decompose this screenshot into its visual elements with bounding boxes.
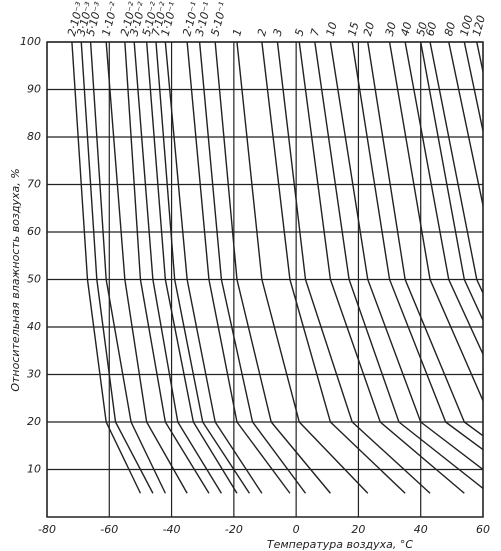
curve	[89, 42, 166, 494]
y-tick-label: 70	[27, 178, 41, 191]
curve	[420, 42, 483, 322]
curve-label: 3	[271, 27, 285, 37]
y-tick-label: 60	[27, 225, 41, 238]
x-tick-label: 20	[351, 523, 365, 536]
curve	[71, 42, 142, 494]
curve	[155, 42, 251, 494]
y-tick-label: 100	[20, 35, 41, 48]
y-tick-label: 30	[27, 368, 41, 381]
curve	[198, 42, 307, 494]
y-tick-label: 80	[27, 130, 41, 143]
y-tick-label: 20	[27, 415, 41, 428]
curve-label: 15	[345, 21, 361, 38]
curve	[351, 42, 483, 451]
curve-label: 120	[470, 14, 488, 38]
curve-label: 30	[383, 21, 399, 38]
curve-label: 60	[423, 21, 439, 38]
curve-label: 1	[230, 27, 244, 37]
curve	[145, 42, 238, 494]
y-tick-label: 10	[27, 463, 41, 476]
curve	[388, 42, 483, 403]
x-axis-label: Температура воздуха, °С	[267, 538, 414, 551]
curve	[367, 42, 483, 437]
y-tick-label: 40	[27, 320, 41, 333]
y-tick-label: 90	[27, 83, 41, 96]
x-tick-label: 60	[476, 523, 490, 536]
curve	[404, 42, 483, 356]
curve-label: 7	[308, 27, 322, 37]
curve	[276, 42, 431, 494]
x-tick-label: 0	[293, 523, 300, 536]
x-tick-label: -20	[225, 523, 243, 536]
y-tick-label: 50	[27, 273, 41, 286]
curve	[214, 42, 331, 494]
curve	[164, 42, 263, 494]
curve	[80, 42, 154, 494]
curve-label: 5	[292, 27, 306, 37]
curve	[448, 42, 483, 209]
x-tick-label: -40	[163, 523, 181, 536]
x-tick-label: -60	[100, 523, 118, 536]
curve-label: 80	[442, 21, 458, 38]
curve-label: 10	[324, 21, 340, 38]
x-tick-label: -80	[38, 523, 56, 536]
curve-label: 20	[361, 21, 377, 38]
curve	[476, 42, 483, 76]
curve	[133, 42, 222, 494]
curve	[105, 42, 188, 494]
y-axis-label: Относительная влажность воздуха, %	[9, 168, 22, 391]
curve	[124, 42, 210, 494]
curve	[329, 42, 483, 471]
curve-label: 40	[398, 21, 414, 38]
curve	[298, 42, 465, 494]
curve	[186, 42, 291, 494]
curve-label: 2	[255, 27, 269, 37]
curve	[429, 42, 483, 295]
x-tick-label: 40	[414, 523, 428, 536]
curves	[71, 42, 483, 494]
curve	[314, 42, 483, 490]
curve-label: 50	[414, 21, 430, 38]
curve	[261, 42, 406, 494]
curve	[236, 42, 369, 494]
curve-label: 100	[458, 14, 476, 38]
